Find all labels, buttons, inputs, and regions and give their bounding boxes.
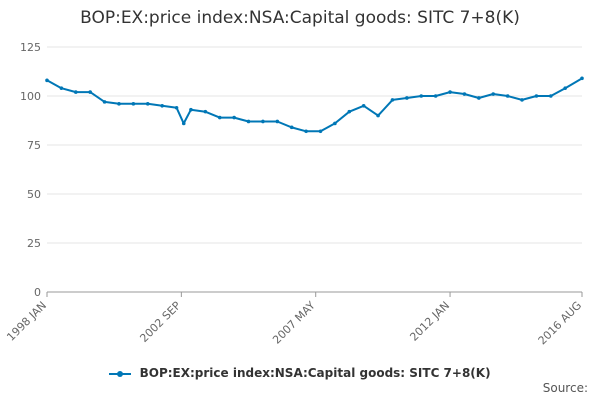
data-point [361,104,366,108]
y-tick-label: 50 [27,188,41,201]
data-point [433,94,438,98]
data-point [563,86,568,90]
data-point [232,115,236,120]
chart-title: BOP:EX:price index:NSA:Capital goods: SI… [80,8,520,28]
data-point [117,102,121,106]
data-point [505,94,510,98]
data-point [203,109,208,114]
series-line-0 [46,77,583,133]
data-point [304,129,308,134]
data-point [145,102,150,106]
data-point [289,125,294,130]
data-point [246,119,251,124]
data-point [189,107,193,112]
source-label: Source: [542,381,588,395]
data-point [88,90,92,94]
data-point [376,113,380,118]
data-point [275,119,280,124]
legend-line-marker-icon [109,369,132,379]
data-point [217,115,222,120]
data-point [491,92,496,96]
data-point [520,98,524,102]
x-tick-label: 1998 JAN [4,299,49,344]
data-point [462,92,467,96]
y-tick-label: 25 [27,237,41,250]
data-point [580,76,584,81]
data-point [131,102,136,106]
data-point [333,121,337,126]
x-tick-label: 2016 AUG [536,299,585,348]
y-tick-label: 0 [34,286,41,299]
data-point [390,98,395,102]
data-point [347,109,352,114]
data-point [45,78,49,83]
legend[interactable]: BOP:EX:price index:NSA:Capital goods: SI… [0,366,600,380]
x-tick-label: 2012 JAN [407,299,452,344]
data-point [59,86,64,90]
legend-label: BOP:EX:price index:NSA:Capital goods: SI… [139,366,491,380]
data-point [477,96,481,100]
data-point [181,121,186,126]
y-tick-label: 125 [20,41,41,54]
data-point [405,96,409,100]
data-point [102,100,107,104]
data-point [534,94,539,98]
data-point [419,94,424,98]
data-point [318,129,323,134]
y-tick-label: 100 [20,90,41,103]
data-point [549,94,553,98]
y-tick-label: 75 [27,139,41,152]
data-point [261,119,265,124]
x-tick-label: 2007 MAY [270,299,318,347]
data-point [448,90,452,94]
data-point [160,104,164,108]
grid-layer [47,46,582,293]
x-tick-label: 2002 SEP [137,299,183,345]
data-point [174,105,179,110]
series-layer [45,76,584,134]
data-point [73,90,78,94]
